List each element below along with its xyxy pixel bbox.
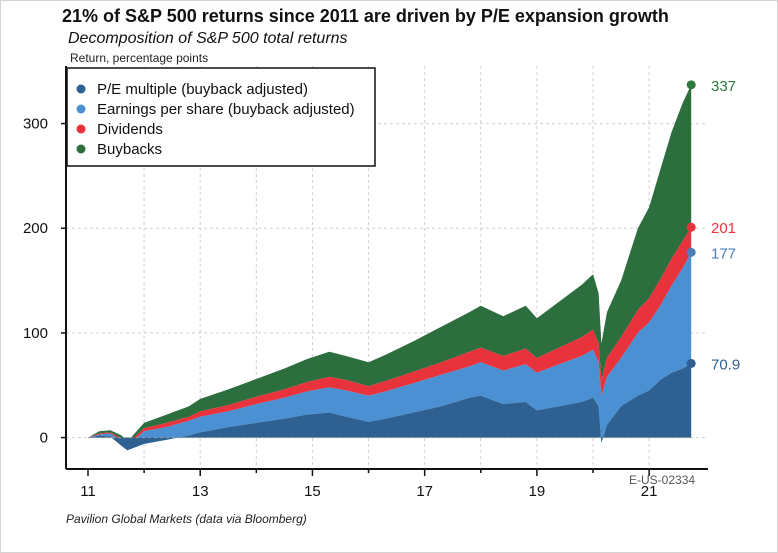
legend-marker bbox=[76, 84, 86, 94]
area-pe bbox=[88, 363, 692, 451]
axes bbox=[61, 66, 708, 476]
area-eps bbox=[88, 252, 692, 451]
legend-entry: Earnings per share (buyback adjusted) bbox=[97, 101, 355, 118]
end-labels: 337 201 177 70.9 bbox=[686, 78, 740, 373]
end-label: 201 bbox=[711, 220, 736, 237]
chart-title: 21% of S&P 500 returns since 2011 are dr… bbox=[62, 6, 669, 26]
legend-entry: Dividends bbox=[97, 121, 163, 138]
series-areas bbox=[88, 84, 692, 451]
tick-labels: 0 100 200 300 11 13 15 17 19 21 bbox=[23, 116, 657, 500]
end-marker bbox=[686, 247, 696, 257]
end-label: 177 bbox=[711, 245, 736, 262]
y-tick-label: 300 bbox=[23, 116, 48, 133]
legend-marker bbox=[76, 104, 86, 114]
end-marker bbox=[686, 358, 696, 368]
y-axis-label: Return, percentage points bbox=[70, 51, 209, 65]
x-tick-label: 13 bbox=[192, 483, 209, 500]
y-tick-label: 0 bbox=[40, 430, 48, 447]
legend-marker bbox=[76, 144, 86, 154]
end-label: 337 bbox=[711, 78, 736, 95]
chart-subtitle: Decomposition of S&P 500 total returns bbox=[68, 30, 348, 47]
y-tick-label: 200 bbox=[23, 220, 48, 237]
x-tick-label: 21 bbox=[641, 483, 658, 500]
x-tick-label: 17 bbox=[416, 483, 433, 500]
x-tick-label: 15 bbox=[304, 483, 321, 500]
legend-marker bbox=[76, 124, 86, 134]
area-buybacks bbox=[88, 84, 692, 444]
end-marker bbox=[686, 222, 696, 232]
source-note: Pavilion Global Markets (data via Bloomb… bbox=[66, 512, 307, 526]
y-tick-label: 100 bbox=[23, 325, 48, 342]
chart-code: E-US-02334 bbox=[629, 473, 696, 487]
end-label: 70.9 bbox=[711, 356, 740, 373]
legend: P/E multiple (buyback adjusted) Earnings … bbox=[66, 67, 376, 167]
legend-box bbox=[66, 67, 376, 167]
x-tick-label: 19 bbox=[529, 483, 546, 500]
legend-entry: P/E multiple (buyback adjusted) bbox=[97, 81, 308, 98]
legend-entry: Buybacks bbox=[97, 141, 162, 158]
x-tick-label: 11 bbox=[80, 483, 96, 500]
end-marker bbox=[686, 80, 696, 90]
